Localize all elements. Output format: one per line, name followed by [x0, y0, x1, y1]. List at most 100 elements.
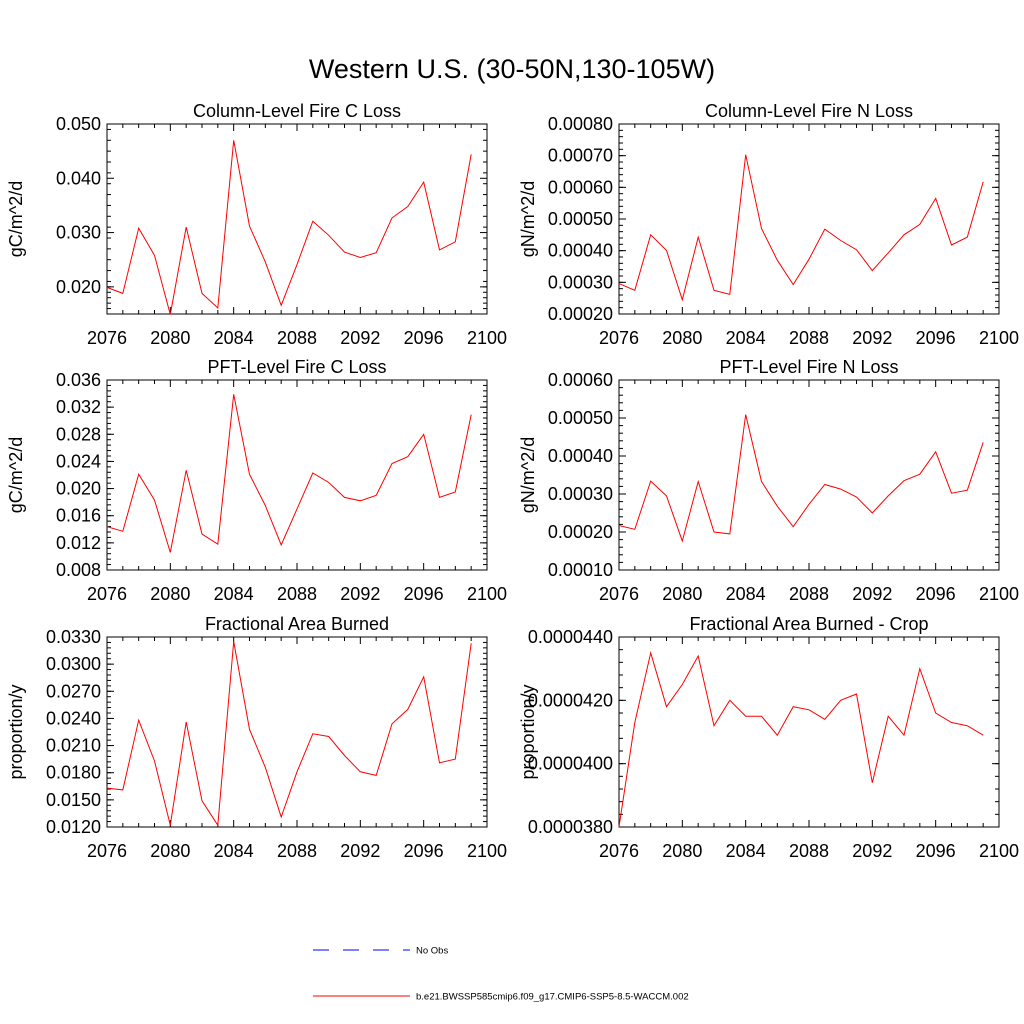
- x-tick-label: 2096: [916, 328, 956, 348]
- y-tick-label: 0.0000420: [528, 690, 613, 710]
- legend-entry: No Obs: [313, 946, 448, 957]
- y-tick-label: 0.00040: [548, 241, 613, 261]
- y-tick-label: 0.0000440: [528, 627, 613, 647]
- y-tick-label: 0.0180: [46, 763, 101, 783]
- x-tick-label: 2084: [214, 328, 254, 348]
- plot-frame: [618, 379, 1000, 571]
- x-tick-label: 2096: [404, 328, 444, 348]
- x-tick-label: 2092: [852, 328, 892, 348]
- x-tick-label: 2088: [789, 584, 829, 604]
- x-tick-label: 2080: [662, 841, 702, 861]
- y-tick-label: 0.00070: [548, 146, 613, 166]
- panel-title: Column-Level Fire C Loss: [193, 101, 401, 121]
- y-tick-label: 0.036: [56, 370, 101, 390]
- x-tick-label: 2080: [150, 328, 190, 348]
- y-tick-label: 0.0270: [46, 681, 101, 701]
- x-tick-label: 2096: [916, 841, 956, 861]
- y-axis-label: gN/m^2/d: [518, 181, 538, 257]
- series-line: [618, 414, 984, 543]
- x-tick-label: 2076: [599, 841, 639, 861]
- legend-entry: b.e21.BWSSP585cmip6.f09_g17.CMIP6-SSP5-8…: [313, 992, 689, 1003]
- panel-2: Column-Level Fire N Loss gN/m^2/d 2076 2080…: [518, 101, 1019, 348]
- y-tick-label: 0.00020: [548, 304, 613, 324]
- y-tick-label: 0.016: [56, 506, 101, 526]
- panel-title: PFT-Level Fire N Loss: [719, 357, 898, 377]
- y-axis-label: gC/m^2/d: [6, 181, 26, 257]
- x-tick-label: 2088: [789, 328, 829, 348]
- y-tick-label: 0.030: [56, 223, 101, 243]
- y-axis-label: proportion/y: [6, 684, 26, 779]
- panel-title: Fractional Area Burned: [205, 614, 389, 634]
- plot-frame: [618, 123, 1000, 315]
- x-tick-label: 2084: [214, 584, 254, 604]
- x-tick-label: 2092: [852, 584, 892, 604]
- x-tick-label: 2084: [726, 584, 766, 604]
- y-tick-label: 0.00060: [548, 370, 613, 390]
- legend-label: b.e21.BWSSP585cmip6.f09_g17.CMIP6-SSP5-8…: [416, 992, 689, 1003]
- x-tick-label: 2076: [87, 584, 127, 604]
- plot-frame: [106, 123, 488, 315]
- x-tick-label: 2096: [404, 841, 444, 861]
- y-tick-label: 0.020: [56, 277, 101, 297]
- panel-title: Column-Level Fire N Loss: [705, 101, 913, 121]
- x-tick-label: 2088: [277, 841, 317, 861]
- y-tick-label: 0.0000380: [528, 817, 613, 837]
- y-tick-label: 0.00050: [548, 408, 613, 428]
- y-axis-label: proportion/y: [518, 684, 538, 779]
- y-tick-label: 0.00020: [548, 522, 613, 542]
- y-tick-label: 0.0300: [46, 654, 101, 674]
- y-axis-label: gN/m^2/d: [518, 437, 538, 513]
- panel-title: Fractional Area Burned - Crop: [689, 614, 928, 634]
- x-tick-label: 2076: [87, 841, 127, 861]
- panel-3: PFT-Level Fire C Loss gC/m^2/d 2076 2080 208…: [6, 357, 507, 604]
- x-tick-label: 2076: [599, 584, 639, 604]
- x-tick-label: 2084: [726, 841, 766, 861]
- x-tick-label: 2100: [467, 584, 507, 604]
- x-tick-label: 2076: [87, 328, 127, 348]
- y-tick-label: 0.00040: [548, 446, 613, 466]
- y-tick-label: 0.00030: [548, 484, 613, 504]
- x-tick-label: 2096: [916, 584, 956, 604]
- x-tick-label: 2100: [467, 841, 507, 861]
- panel-5: Fractional Area Burned proportion/y 2076 20…: [6, 614, 507, 861]
- x-tick-label: 2088: [277, 584, 317, 604]
- y-tick-label: 0.008: [56, 560, 101, 580]
- y-axis-label: gC/m^2/d: [6, 437, 26, 513]
- x-tick-label: 2100: [979, 328, 1019, 348]
- x-tick-label: 2096: [404, 584, 444, 604]
- x-tick-label: 2092: [852, 841, 892, 861]
- x-tick-label: 2100: [467, 328, 507, 348]
- x-tick-label: 2084: [726, 328, 766, 348]
- x-tick-label: 2080: [150, 584, 190, 604]
- y-tick-label: 0.00010: [548, 560, 613, 580]
- panel-title: PFT-Level Fire C Loss: [207, 357, 386, 377]
- x-tick-label: 2092: [340, 584, 380, 604]
- series-line: [106, 140, 472, 315]
- y-tick-label: 0.012: [56, 533, 101, 553]
- y-tick-label: 0.024: [56, 451, 101, 471]
- legend-label: No Obs: [416, 946, 448, 957]
- x-tick-label: 2084: [214, 841, 254, 861]
- series-line: [618, 154, 984, 302]
- series-line: [618, 650, 984, 828]
- y-tick-label: 0.0210: [46, 736, 101, 756]
- x-tick-label: 2100: [979, 584, 1019, 604]
- x-tick-label: 2092: [340, 328, 380, 348]
- y-tick-label: 0.0240: [46, 708, 101, 728]
- y-tick-label: 0.0150: [46, 790, 101, 810]
- panel-4: PFT-Level Fire N Loss gN/m^2/d 2076 2080 208…: [518, 357, 1019, 604]
- x-tick-label: 2080: [150, 841, 190, 861]
- y-tick-label: 0.00060: [548, 177, 613, 197]
- y-tick-label: 0.00050: [548, 209, 613, 229]
- x-tick-label: 2080: [662, 328, 702, 348]
- x-tick-label: 2092: [340, 841, 380, 861]
- y-tick-label: 0.040: [56, 168, 101, 188]
- plot-frame: [106, 379, 488, 571]
- panel-6: Fractional Area Burned - Crop proportion/…: [518, 614, 1019, 861]
- legend: No Obs b.e21.BWSSP585cmip6.f09_g17.CMIP6-…: [313, 946, 689, 1003]
- series-line: [106, 394, 472, 553]
- series-line: [106, 641, 472, 827]
- x-tick-label: 2100: [979, 841, 1019, 861]
- x-tick-label: 2076: [599, 328, 639, 348]
